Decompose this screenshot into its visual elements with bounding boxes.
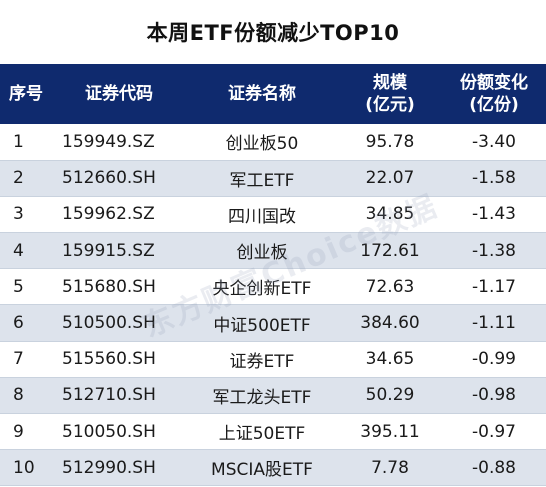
- cell-no: 8: [0, 377, 52, 415]
- cell-change: -1.58: [442, 160, 546, 197]
- cell-change: -1.11: [442, 304, 546, 342]
- cell-scale: 22.07: [338, 160, 442, 197]
- cell-name: 创业板: [186, 232, 338, 270]
- cell-name: 创业板50: [186, 124, 338, 161]
- cell-name: 证券ETF: [186, 341, 338, 378]
- cell-name: 军工龙头ETF: [186, 377, 338, 415]
- table-row: 7 515560.SH 证券ETF 34.65 -0.99: [0, 341, 546, 378]
- table-title: 本周ETF份额减少TOP10: [146, 21, 400, 45]
- header-change: 份额变化 (亿份): [460, 73, 528, 115]
- cell-scale: 50.29: [338, 377, 442, 415]
- cell-change: -3.40: [442, 124, 546, 161]
- cell-code: 159962.SZ: [52, 196, 186, 234]
- cell-code: 510050.SH: [52, 413, 186, 451]
- table-row: 6 510500.SH 中证500ETF 384.60 -1.11: [0, 304, 546, 342]
- cell-change: -1.38: [442, 232, 546, 270]
- etf-table: 序号 证券代码 证券名称 规模 (亿元) 份额变化 (亿份) 1 159949.S…: [0, 64, 546, 487]
- cell-change: -1.17: [442, 268, 546, 306]
- cell-no: 3: [0, 196, 52, 234]
- cell-name: 军工ETF: [186, 160, 338, 197]
- table-row: 5 515680.SH 央企创新ETF 72.63 -1.17: [0, 268, 546, 306]
- cell-no: 1: [0, 124, 52, 161]
- header-name: 证券名称: [228, 84, 296, 104]
- table-row: 2 512660.SH 军工ETF 22.07 -1.58: [0, 160, 546, 197]
- table-header-row: 序号 证券代码 证券名称 规模 (亿元) 份额变化 (亿份): [0, 64, 546, 124]
- cell-no: 5: [0, 268, 52, 306]
- cell-scale: 72.63: [338, 268, 442, 306]
- cell-name: 央企创新ETF: [186, 268, 338, 306]
- cell-scale: 384.60: [338, 304, 442, 342]
- cell-no: 6: [0, 304, 52, 342]
- header-no: 序号: [9, 84, 43, 104]
- cell-scale: 34.85: [338, 196, 442, 234]
- cell-scale: 34.65: [338, 341, 442, 378]
- cell-code: 512990.SH: [52, 449, 186, 487]
- cell-no: 10: [0, 449, 52, 487]
- table-row: 10 512990.SH MSCIA股ETF 7.78 -0.88: [0, 449, 546, 487]
- cell-change: -0.88: [442, 449, 546, 487]
- cell-scale: 172.61: [338, 232, 442, 270]
- cell-code: 159949.SZ: [52, 124, 186, 161]
- table-row: 9 510050.SH 上证50ETF 395.11 -0.97: [0, 413, 546, 451]
- cell-code: 510500.SH: [52, 304, 186, 342]
- header-scale: 规模 (亿元): [365, 73, 415, 115]
- table-row: 8 512710.SH 军工龙头ETF 50.29 -0.98: [0, 377, 546, 415]
- cell-scale: 95.78: [338, 124, 442, 161]
- cell-no: 4: [0, 232, 52, 270]
- cell-code: 512710.SH: [52, 377, 186, 415]
- cell-change: -1.43: [442, 196, 546, 234]
- cell-code: 515560.SH: [52, 341, 186, 378]
- cell-change: -0.98: [442, 377, 546, 415]
- cell-name: MSCIA股ETF: [186, 449, 338, 487]
- cell-name: 四川国改: [186, 196, 338, 234]
- cell-no: 7: [0, 341, 52, 378]
- cell-code: 159915.SZ: [52, 232, 186, 270]
- cell-no: 9: [0, 413, 52, 451]
- cell-name: 上证50ETF: [186, 413, 338, 451]
- header-code: 证券代码: [85, 84, 153, 104]
- table-row: 3 159962.SZ 四川国改 34.85 -1.43: [0, 196, 546, 234]
- table-row: 1 159949.SZ 创业板50 95.78 -3.40: [0, 124, 546, 161]
- cell-code: 512660.SH: [52, 160, 186, 197]
- table-row: 4 159915.SZ 创业板 172.61 -1.38: [0, 232, 546, 270]
- cell-scale: 7.78: [338, 449, 442, 487]
- cell-change: -0.97: [442, 413, 546, 451]
- cell-name: 中证500ETF: [186, 304, 338, 342]
- cell-no: 2: [0, 160, 52, 197]
- cell-code: 515680.SH: [52, 268, 186, 306]
- cell-scale: 395.11: [338, 413, 442, 451]
- cell-change: -0.99: [442, 341, 546, 378]
